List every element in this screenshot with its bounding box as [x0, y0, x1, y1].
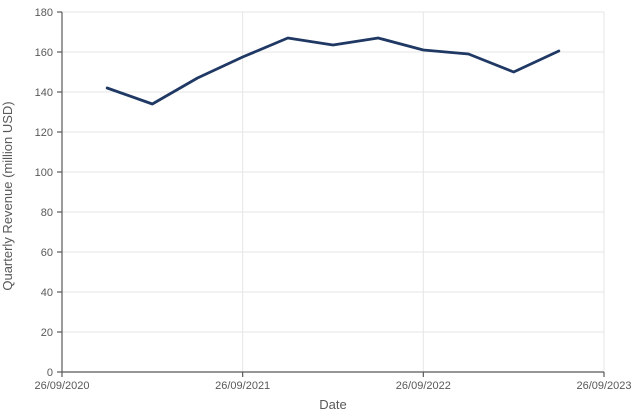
- y-tick-label: 20: [41, 327, 53, 339]
- x-tick-label: 26/09/2022: [396, 380, 451, 392]
- axes-layer: [57, 11, 605, 377]
- gridlines-layer: [62, 11, 605, 372]
- y-tick-label: 100: [35, 167, 53, 179]
- y-tick-label: 80: [41, 207, 53, 219]
- data-series-layer: [105, 36, 561, 106]
- y-tick-label: 180: [35, 7, 53, 19]
- y-tick-label: 60: [41, 247, 53, 259]
- x-tick-label: 26/09/2020: [34, 380, 89, 392]
- y-tick-label: 140: [35, 87, 53, 99]
- x-tick-label: 26/09/2021: [215, 380, 270, 392]
- y-tick-label: 120: [35, 127, 53, 139]
- y-tick-label: 160: [35, 47, 53, 59]
- x-axis-title: Date: [319, 397, 346, 412]
- y-axis-title: Quarterly Revenue (million USD): [0, 101, 15, 290]
- revenue-series-line: [105, 36, 561, 106]
- y-tick-label: 40: [41, 287, 53, 299]
- tick-labels-layer: 0 20 40 60 80 100 120 140 160 180 26/09/2020 26/09/…: [34, 7, 631, 392]
- y-tick-label: 0: [47, 367, 53, 379]
- x-tick-label: 26/09/2023: [576, 380, 631, 392]
